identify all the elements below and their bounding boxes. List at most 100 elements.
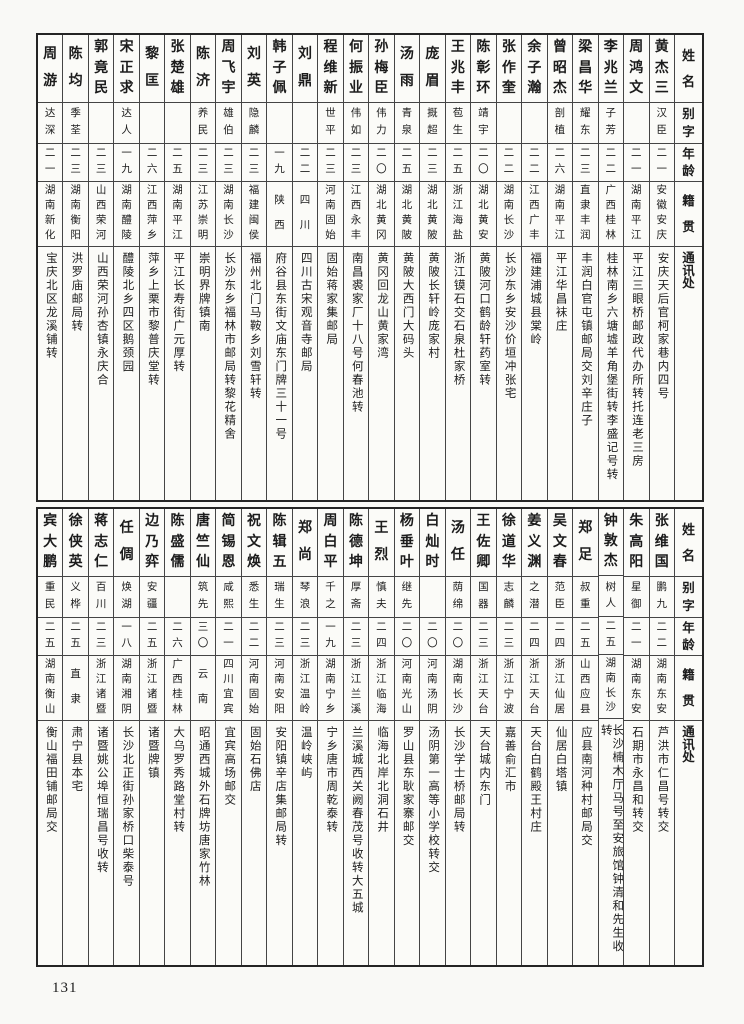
- header-column: 姓名别字年龄籍贯通讯处: [674, 35, 702, 500]
- age-cell: 二四: [547, 618, 573, 656]
- address-cell: 南昌裘家厂十八号何春池转: [350, 252, 363, 414]
- alt-name-cell: [420, 577, 445, 618]
- address-cell: 崇明界牌镇南: [197, 252, 210, 333]
- age-cell: 二三: [88, 144, 114, 182]
- origin-cell: 河南固始: [318, 182, 343, 247]
- address-cell: 四川古宋观音寺邮局: [299, 252, 312, 374]
- address-cell: 山西荣河孙杏镇永庆合: [95, 252, 108, 387]
- person-column: 黎匡二六江西萍乡萍乡上栗市黎普庆堂转: [138, 35, 165, 500]
- origin-cell: 湖南宁乡: [318, 656, 343, 721]
- origin-cell: 陕西: [267, 182, 292, 247]
- alt-name-cell: [165, 103, 190, 144]
- age-cell: 二二: [598, 144, 624, 182]
- person-column: 郭竟民二三山西荣河山西荣河孙杏镇永庆合: [87, 35, 114, 500]
- origin-cell: 浙江温岭: [292, 656, 318, 721]
- age-cell: 二三: [343, 618, 369, 656]
- alt-name-cell: 达深: [37, 103, 63, 144]
- alt-name-cell: 慎夫: [369, 577, 394, 618]
- address-cell: 浙江镆石交石泉杜家桥: [452, 252, 465, 387]
- origin-cell: 湖南湘阴: [114, 656, 139, 721]
- address-cell: 萍乡上栗市黎普庆堂转: [146, 252, 159, 387]
- alt-name-cell: 重民: [37, 577, 63, 618]
- name-cell: 王佐卿: [471, 509, 496, 577]
- age-cell: 二五: [598, 617, 624, 655]
- origin-cell: 福建闽侯: [241, 182, 267, 247]
- person-column: 韩子佩一九陕西府谷县东街文庙东门牌三十一号: [266, 35, 292, 500]
- name-cell: 刘英: [241, 35, 267, 103]
- person-column: 余子瀚二二江西广丰福建浦城县棠岭: [521, 35, 547, 500]
- person-column: 李兆兰子芳二二广西桂林桂林南乡六塘墟羊角堡街转李盛记号转: [597, 35, 624, 500]
- page-number: 131: [52, 980, 78, 996]
- age-cell: 二三: [63, 144, 88, 182]
- age-cell: 二三: [216, 144, 241, 182]
- alt-name-cell: 养民: [190, 103, 216, 144]
- person-column: 周白平千之一九湖南宁乡宁乡唐市周乾泰转: [317, 509, 343, 965]
- address-cell: 仙居白塔镇: [554, 726, 567, 794]
- address-cell: 安庆天后官柯家巷内四号: [656, 252, 669, 401]
- age-cell: 二一: [649, 144, 674, 182]
- address-cell: 福州北门马鞍乡刘雪轩转: [248, 252, 261, 401]
- person-column: 吴文春范臣二四浙江仙居仙居白塔镇: [546, 509, 573, 965]
- origin-cell: 湖南衡阳: [63, 182, 88, 247]
- origin-cell: 广西桂林: [598, 182, 624, 247]
- address-cell: 桂林南乡六塘墟羊角堡街转李盛记号转: [605, 252, 618, 482]
- person-column: 陈辑五瑞生二三河南安阳安阳镇辛店集邮局转: [266, 509, 292, 965]
- origin-cell: 湖南平江: [165, 182, 190, 247]
- alt-name-cell: 季荃: [63, 103, 88, 144]
- header-address-label: 通讯处: [682, 725, 695, 764]
- alt-name-cell: [292, 103, 318, 144]
- person-column: 简锡恩咸熙二一四川宜宾宜宾高场邮交: [215, 509, 241, 965]
- alt-name-cell: 百川: [88, 577, 114, 618]
- address-cell: 长沙北正街孙家桥口柴泰号: [121, 726, 134, 888]
- alt-name-cell: 伟力: [369, 103, 394, 144]
- person-column: 程维新世平二三河南固始固始蒋家集邮局: [317, 35, 343, 500]
- person-column: 边乃弈安疆二五浙江诸暨诸暨牌镇: [138, 509, 165, 965]
- person-column: 刘英隐麟二三福建闽侯福州北门马鞍乡刘雪轩转: [240, 35, 267, 500]
- origin-cell: 湖南衡山: [37, 656, 63, 721]
- age-cell: 二三: [88, 618, 114, 656]
- age-cell: 二四: [522, 618, 547, 656]
- person-column: 张维国鹏九二二湖南东安芦洪市仁昌号转交: [648, 509, 674, 965]
- name-cell: 张作奎: [496, 35, 522, 103]
- roster-table-top: 姓名别字年龄籍贯通讯处黄杰三汉臣二一安徽安庆安庆天后官柯家巷内四号周鸿文二一湖南…: [36, 33, 704, 502]
- name-cell: 韩子佩: [267, 35, 292, 103]
- age-cell: 二二: [496, 144, 522, 182]
- name-cell: 陈盛儒: [165, 509, 190, 577]
- alt-name-cell: 隐麟: [241, 103, 267, 144]
- age-cell: 二三: [343, 144, 369, 182]
- address-cell: 固始蒋家集邮局: [325, 252, 338, 347]
- origin-cell: 河南汤阴: [420, 656, 445, 721]
- name-cell: 蒋志仁: [88, 509, 114, 577]
- origin-cell: 河南固始: [241, 656, 267, 721]
- name-cell: 程维新: [318, 35, 343, 103]
- age-cell: 二二: [522, 144, 547, 182]
- address-cell: 诸暨牌镇: [146, 726, 159, 780]
- header-address-label: 通讯处: [682, 251, 695, 290]
- origin-cell: 湖北黄安: [471, 182, 496, 247]
- address-cell: 芦洪市仁昌号转交: [656, 726, 669, 834]
- age-cell: 二〇: [369, 144, 394, 182]
- origin-cell: 浙江宁波: [496, 656, 522, 721]
- alt-name-cell: [624, 103, 649, 144]
- age-cell: 二五: [573, 618, 598, 656]
- name-cell: 周白平: [318, 509, 343, 577]
- origin-cell: 浙江临海: [369, 656, 394, 721]
- address-cell: 宝庆北区龙溪铺转: [44, 252, 57, 360]
- address-cell: 长沙东乡福林市邮局转黎花精舍: [223, 252, 236, 441]
- age-cell: 二三: [471, 618, 496, 656]
- name-cell: 陈彰环: [471, 35, 496, 103]
- name-cell: 周游: [37, 35, 63, 103]
- address-cell: 安阳镇辛店集邮局转: [274, 726, 287, 848]
- alt-name-cell: 筑先: [190, 577, 216, 618]
- age-cell: 二三: [292, 618, 318, 656]
- name-cell: 汤雨: [394, 35, 420, 103]
- alt-name-cell: [165, 577, 190, 618]
- age-cell: 二一: [37, 144, 63, 182]
- person-column: 陈盛儒二六广西桂林大乌罗秀路堂村转: [164, 509, 190, 965]
- alt-name-cell: [139, 103, 165, 144]
- alt-name-cell: 叔重: [573, 577, 598, 618]
- roster-table-bottom: 姓名别字年龄籍贯通讯处张维国鹏九二二湖南东安芦洪市仁昌号转交朱高阳星御二一湖南东…: [36, 507, 704, 967]
- address-cell: 罗山县东耿家寨邮交: [401, 726, 414, 848]
- person-column: 张楚雄二五湖南平江平江长寿街广元厚转: [164, 35, 190, 500]
